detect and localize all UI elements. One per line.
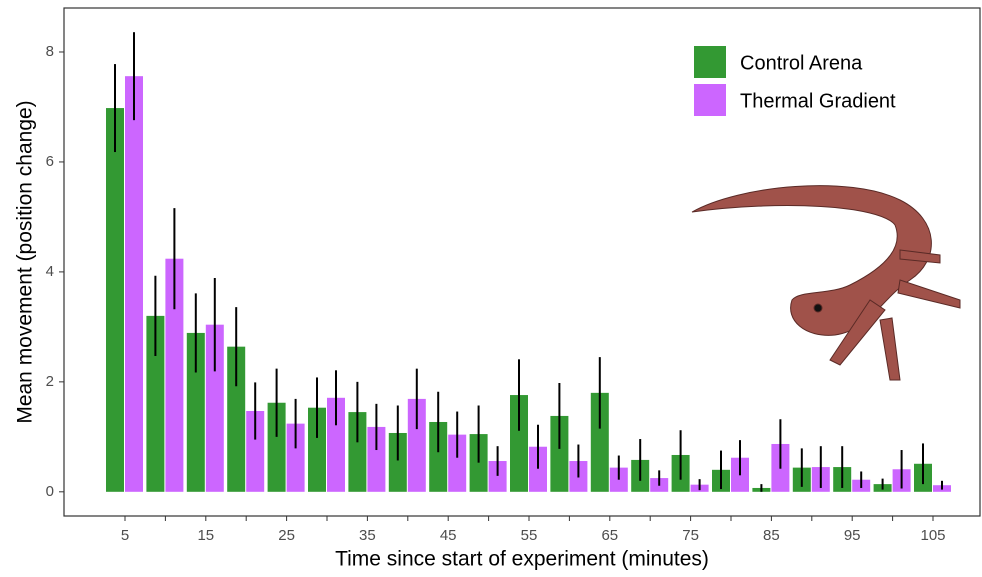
plot-frame <box>63 7 981 517</box>
bar <box>469 434 488 492</box>
x-tick-label: 35 <box>359 527 376 544</box>
legend-label: Thermal Gradient <box>740 90 896 112</box>
x-tick-label: 25 <box>278 527 295 544</box>
x-tick-label: 45 <box>440 527 457 544</box>
bar <box>488 461 507 492</box>
bar <box>286 423 305 492</box>
x-tick-label: 55 <box>521 527 538 544</box>
x-tick-label: 15 <box>197 527 214 544</box>
bar <box>205 324 224 492</box>
bar <box>186 332 205 492</box>
y-tick-label: 8 <box>46 43 54 60</box>
bar <box>407 398 426 492</box>
x-tick-label: 85 <box>763 527 780 544</box>
bar <box>146 315 165 492</box>
bar <box>106 108 124 492</box>
bar <box>125 76 143 492</box>
bar <box>448 434 467 492</box>
x-tick-label: 75 <box>682 527 699 544</box>
legend-swatch <box>694 84 726 116</box>
bar <box>590 392 609 492</box>
bar <box>367 426 386 492</box>
bar <box>227 346 246 492</box>
salamander-photo <box>691 185 961 381</box>
y-tick-label: 4 <box>46 263 54 280</box>
bar <box>308 407 326 492</box>
bar <box>429 421 448 492</box>
x-tick-label: 5 <box>121 527 129 544</box>
bar <box>165 258 184 492</box>
y-axis-label: Mean movement (position change) <box>14 100 37 423</box>
y-tick-label: 6 <box>46 153 54 170</box>
bar <box>529 446 547 492</box>
bar <box>510 395 528 492</box>
bar <box>267 402 286 492</box>
x-axis-label: Time since start of experiment (minutes) <box>335 548 709 571</box>
legend-swatch <box>694 46 726 78</box>
x-tick-label: 95 <box>844 527 861 544</box>
bar <box>550 415 569 492</box>
bar <box>388 432 407 492</box>
y-tick-label: 2 <box>46 373 54 390</box>
bar <box>348 412 367 492</box>
bar <box>246 410 265 492</box>
x-tick-label: 65 <box>601 527 618 544</box>
x-tick-label: 105 <box>920 527 945 544</box>
y-tick-label: 0 <box>46 483 54 500</box>
legend-label: Control Arena <box>740 52 863 74</box>
bar <box>327 397 345 492</box>
